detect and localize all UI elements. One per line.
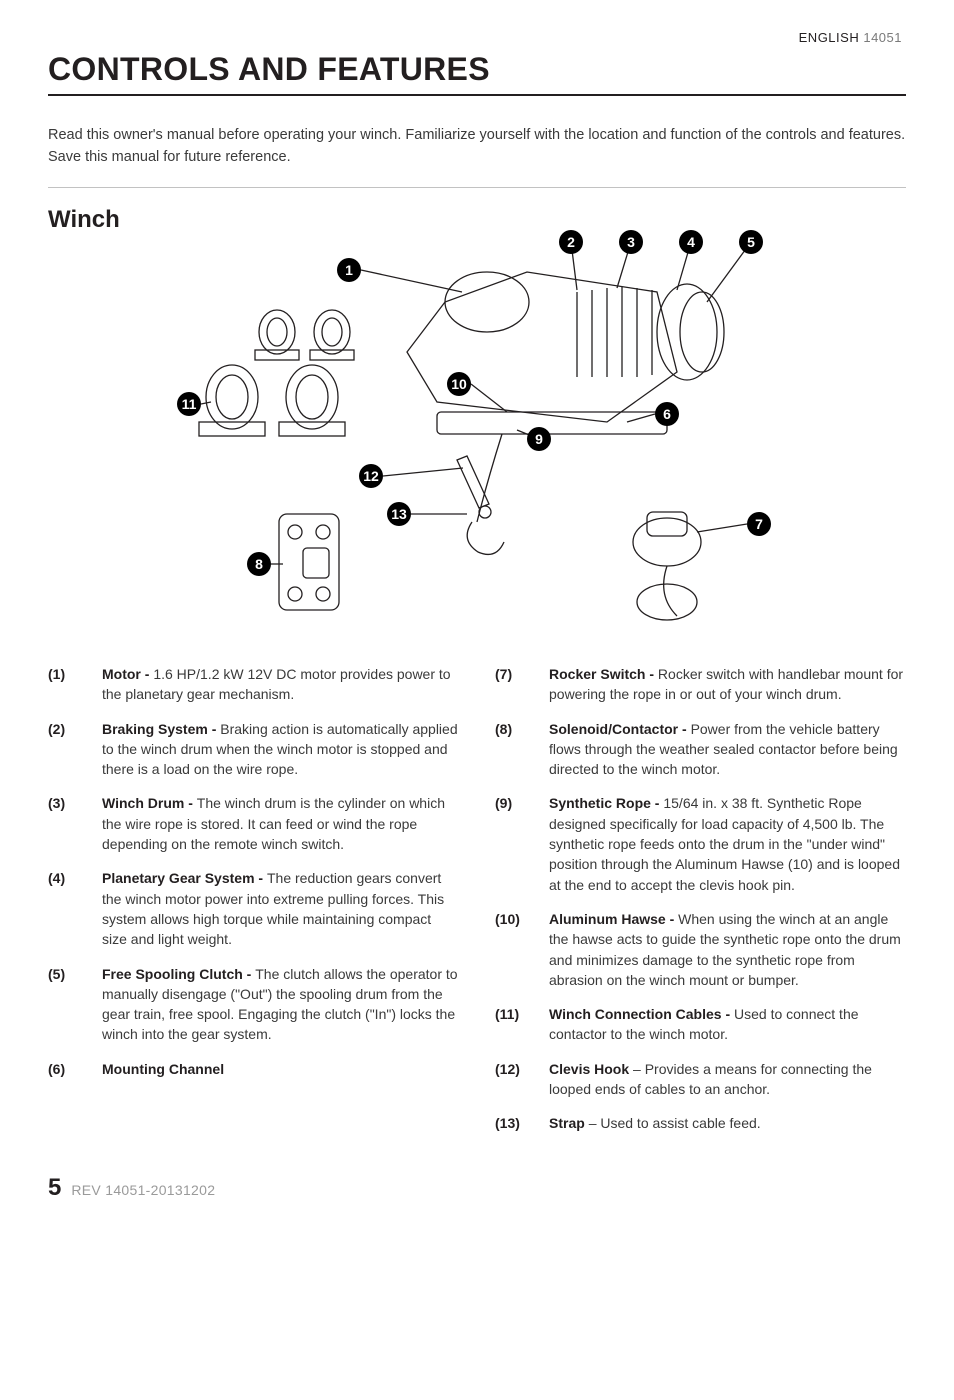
callout-1: 1 (337, 258, 361, 282)
feature-label: Winch Connection Cables - (549, 1006, 734, 1022)
feature-body: Clevis Hook – Provides a means for conne… (549, 1059, 906, 1100)
callout-4: 4 (679, 230, 703, 254)
page-number: 5 (48, 1174, 61, 1202)
callout-13: 13 (387, 502, 411, 526)
feature-item: (7) Rocker Switch - Rocker switch with ha… (495, 664, 906, 705)
revision-code: REV 14051-20131202 (71, 1182, 215, 1198)
feature-body: Winch Drum - The winch drum is the cylin… (102, 793, 459, 854)
feature-number: (10) (495, 909, 531, 990)
feature-item: (8) Solenoid/Contactor - Power from the v… (495, 719, 906, 780)
language-code: ENGLISH 14051 (799, 30, 902, 45)
feature-label: Mounting Channel (102, 1061, 224, 1077)
feature-body: Synthetic Rope - 15/64 in. x 38 ft. Synt… (549, 793, 906, 894)
feature-number: (5) (48, 964, 84, 1045)
feature-label: Rocker Switch - (549, 666, 658, 682)
feature-number: (7) (495, 664, 531, 705)
feature-number: (3) (48, 793, 84, 854)
callout-7: 7 (747, 512, 771, 536)
feature-body: Solenoid/Contactor - Power from the vehi… (549, 719, 906, 780)
callout-5: 5 (739, 230, 763, 254)
header-bar: ENGLISH 14051 (48, 30, 906, 45)
feature-number: (4) (48, 868, 84, 949)
page-footer: 5 REV 14051-20131202 (0, 1174, 954, 1222)
winch-illustration (107, 212, 847, 642)
callout-2: 2 (559, 230, 583, 254)
feature-body: Strap – Used to assist cable feed. (549, 1113, 906, 1133)
feature-label: Free Spooling Clutch - (102, 966, 255, 982)
callout-3: 3 (619, 230, 643, 254)
feature-item: (11) Winch Connection Cables - Used to co… (495, 1004, 906, 1045)
feature-body: Motor - 1.6 HP/1.2 kW 12V DC motor provi… (102, 664, 459, 705)
feature-item: (12) Clevis Hook – Provides a means for c… (495, 1059, 906, 1100)
feature-item: (1) Motor - 1.6 HP/1.2 kW 12V DC motor pr… (48, 664, 459, 705)
divider (48, 187, 906, 188)
right-column: (7) Rocker Switch - Rocker switch with ha… (495, 664, 906, 1148)
feature-item: (9) Synthetic Rope - 15/64 in. x 38 ft. S… (495, 793, 906, 894)
winch-diagram: 12345678910111213 (107, 212, 847, 642)
feature-item: (3) Winch Drum - The winch drum is the cy… (48, 793, 459, 854)
feature-label: Braking System - (102, 721, 220, 737)
feature-item: (10) Aluminum Hawse - When using the winc… (495, 909, 906, 990)
callout-6: 6 (655, 402, 679, 426)
feature-number: (12) (495, 1059, 531, 1100)
feature-body: Winch Connection Cables - Used to connec… (549, 1004, 906, 1045)
feature-label: Aluminum Hawse - (549, 911, 678, 927)
feature-text: – Used to assist cable feed. (589, 1115, 761, 1131)
callout-9: 9 (527, 427, 551, 451)
feature-columns: (1) Motor - 1.6 HP/1.2 kW 12V DC motor pr… (48, 664, 906, 1148)
feature-label: Solenoid/Contactor - (549, 721, 691, 737)
feature-body: Braking System - Braking action is autom… (102, 719, 459, 780)
intro-text: Read this owner's manual before operatin… (48, 124, 906, 169)
callout-8: 8 (247, 552, 271, 576)
feature-label: Clevis Hook (549, 1061, 633, 1077)
feature-number: (9) (495, 793, 531, 894)
callout-12: 12 (359, 464, 383, 488)
feature-body: Aluminum Hawse - When using the winch at… (549, 909, 906, 990)
feature-label: Strap (549, 1115, 589, 1131)
feature-number: (6) (48, 1059, 84, 1079)
feature-body: Mounting Channel (102, 1059, 459, 1079)
feature-text: 1.6 HP/1.2 kW 12V DC motor provides powe… (102, 666, 451, 702)
feature-item: (2) Braking System - Braking action is au… (48, 719, 459, 780)
feature-number: (1) (48, 664, 84, 705)
feature-body: Planetary Gear System - The reduction ge… (102, 868, 459, 949)
feature-body: Rocker Switch - Rocker switch with handl… (549, 664, 906, 705)
feature-number: (8) (495, 719, 531, 780)
feature-number: (13) (495, 1113, 531, 1133)
feature-number: (11) (495, 1004, 531, 1045)
feature-label: Winch Drum - (102, 795, 197, 811)
feature-item: (13) Strap – Used to assist cable feed. (495, 1113, 906, 1133)
feature-number: (2) (48, 719, 84, 780)
callout-10: 10 (447, 372, 471, 396)
feature-item: (5) Free Spooling Clutch - The clutch all… (48, 964, 459, 1045)
callout-11: 11 (177, 392, 201, 416)
doc-code: 14051 (863, 30, 902, 45)
page-title: CONTROLS AND FEATURES (48, 51, 906, 96)
feature-label: Planetary Gear System - (102, 870, 267, 886)
feature-item: (4) Planetary Gear System - The reduction… (48, 868, 459, 949)
feature-label: Motor - (102, 666, 153, 682)
feature-body: Free Spooling Clutch - The clutch allows… (102, 964, 459, 1045)
feature-label: Synthetic Rope - (549, 795, 663, 811)
feature-item: (6) Mounting Channel (48, 1059, 459, 1079)
language-label: ENGLISH (799, 30, 860, 45)
left-column: (1) Motor - 1.6 HP/1.2 kW 12V DC motor pr… (48, 664, 459, 1148)
